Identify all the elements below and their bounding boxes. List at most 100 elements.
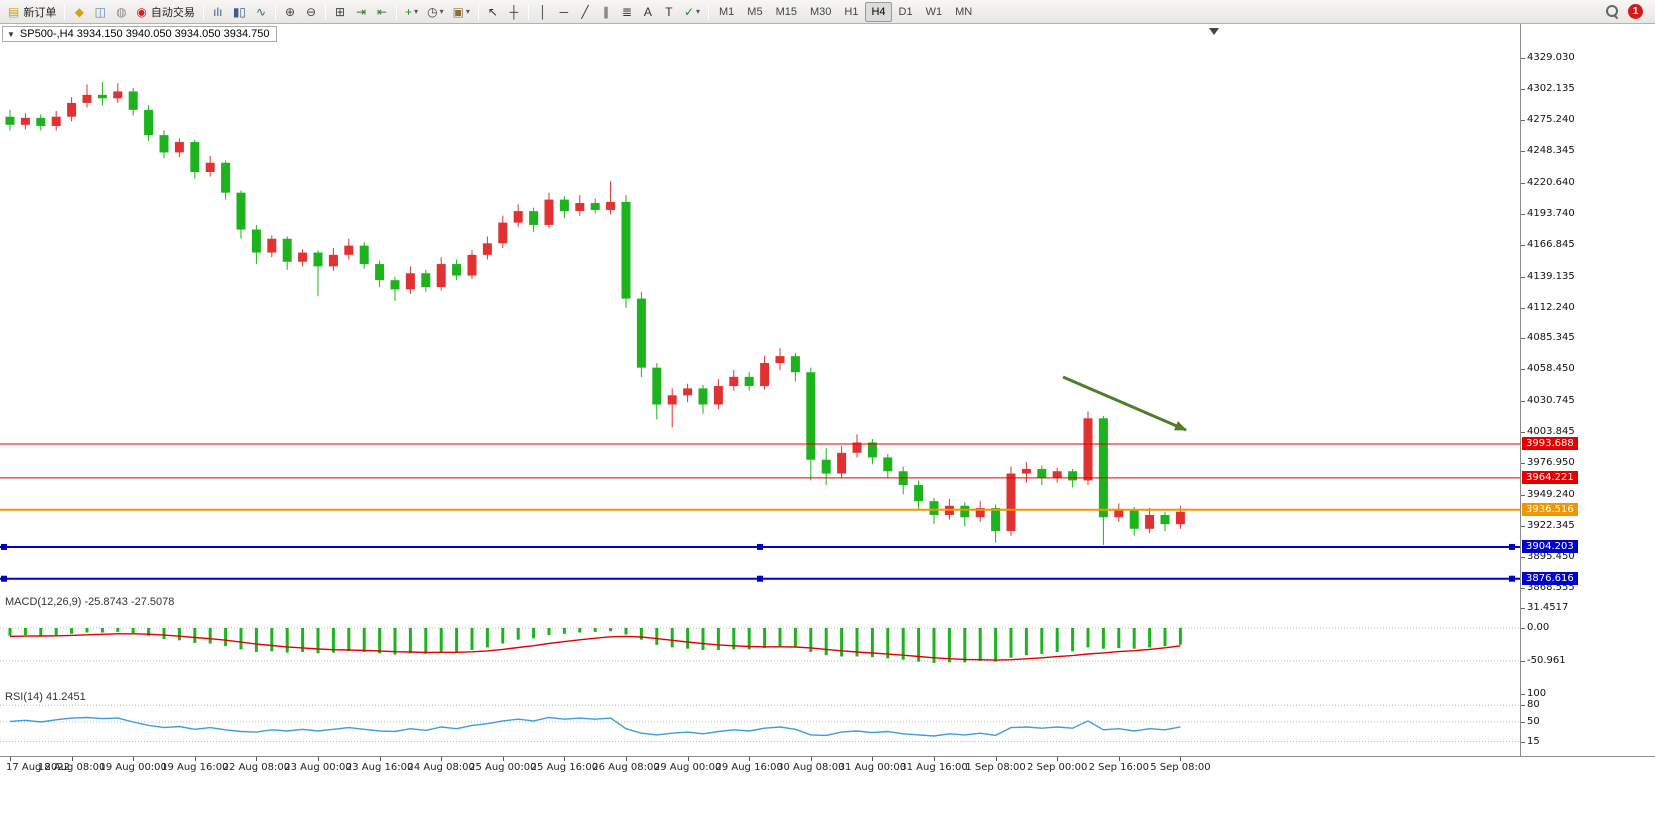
community-icon: ◫: [94, 4, 107, 19]
axis-tick: [1521, 58, 1525, 59]
auto-trading-button-label: 自动交易: [150, 6, 195, 19]
axis-tick: [1521, 628, 1525, 629]
text-label-icon: T: [665, 4, 673, 19]
indicators-button[interactable]: + ▾: [401, 2, 422, 22]
bar-chart-icon[interactable]: ılı: [208, 2, 228, 22]
axis-tick: [1521, 150, 1525, 152]
toolbar-separator: [396, 3, 398, 20]
zoom-out-icon[interactable]: ⊖: [301, 2, 321, 22]
timeframe-mn[interactable]: MN: [955, 5, 973, 18]
cursor-icon[interactable]: ↖: [483, 2, 503, 22]
auto-scroll-icon[interactable]: ⇥: [351, 2, 371, 22]
periods-button[interactable]: ◷ ▾: [423, 2, 448, 22]
line-chart-icon[interactable]: ∿: [251, 2, 271, 22]
timeframe-m15[interactable]: M15: [775, 5, 797, 18]
chart-title-bar[interactable]: ▼ SP500-,H4 3934.150 3940.050 3934.050 3…: [2, 26, 278, 42]
rsi-line: [9, 716, 1181, 737]
candlestick-chart-icon[interactable]: ▮▯: [229, 2, 250, 22]
macd-indicator-label: MACD(12,26,9) -25.8743 -27.5078: [5, 596, 175, 608]
panel-splitter[interactable]: [0, 592, 1655, 593]
trend-arrow-annotation[interactable]: [1062, 375, 1187, 432]
chart-title: SP500-,H4 3934.150 3940.050 3934.050 393…: [19, 28, 270, 40]
time-axis-tick: [749, 757, 751, 761]
chart-shift-icon[interactable]: ⇤: [372, 2, 392, 22]
notification-badge[interactable]: 1: [1628, 4, 1643, 19]
axis-tick: [1521, 119, 1525, 121]
auto-trading-button[interactable]: ◉ 自动交易: [132, 2, 198, 22]
toolbar-separator: [708, 3, 710, 20]
timeframe-m5[interactable]: M5: [747, 5, 763, 18]
price-level-tag: 3876.616: [1522, 571, 1578, 585]
toolbar-separator: [477, 3, 479, 20]
text-label-icon[interactable]: T: [659, 2, 679, 22]
time-axis-tick: [194, 757, 196, 761]
fibonacci-icon: ≣: [621, 4, 632, 19]
timeframe-h4[interactable]: H4: [865, 1, 892, 22]
time-axis-tick: [256, 757, 258, 761]
price-axis-label: 4166.845: [1527, 238, 1575, 250]
price-axis-label: 4058.450: [1527, 363, 1575, 375]
profiles-icon[interactable]: ◆: [69, 2, 89, 22]
tile-windows-icon: ⊞: [335, 4, 346, 19]
axis-divider: [1520, 24, 1521, 777]
time-axis-tick: [934, 757, 935, 761]
text-icon: A: [643, 4, 652, 19]
chart-shift-icon: ⇤: [377, 4, 388, 19]
panel-splitter[interactable]: [0, 687, 1655, 688]
axis-tick: [1521, 495, 1525, 497]
new-order-button[interactable]: ▤ 新订单: [4, 2, 60, 22]
price-axis-label: 4220.640: [1527, 176, 1575, 188]
price-axis-label: 4112.240: [1527, 301, 1575, 313]
zoom-in-icon[interactable]: ⊕: [280, 2, 300, 22]
time-axis-label: 24 Aug 08:00: [407, 762, 475, 773]
search-icon[interactable]: ◍: [111, 2, 131, 22]
rsi-panel-canvas[interactable]: [0, 688, 1520, 755]
arrows-button[interactable]: ✓ ▾: [680, 2, 704, 22]
price-axis-label: 4275.240: [1527, 113, 1575, 125]
time-axis-tick: [872, 757, 874, 761]
price-chart-canvas[interactable]: [0, 24, 1520, 592]
time-axis-label: 19 Aug 16:00: [161, 762, 229, 773]
axis-tick: [1521, 607, 1525, 609]
timeframe-m30[interactable]: M30: [809, 5, 832, 18]
time-axis-label: 2 Sep 00:00: [1026, 762, 1088, 773]
price-level-line[interactable]: [0, 543, 1520, 550]
profiles-icon: ◆: [74, 4, 84, 19]
price-axis[interactable]: 4329.030 4302.135 4275.240 4248.345 4220.640…: [1521, 24, 1655, 777]
horizontal-line-icon[interactable]: ─: [554, 2, 574, 22]
time-axis-label: 17 Aug 2022: [5, 762, 71, 773]
zoom-out-icon: ⊖: [306, 4, 317, 19]
crosshair-icon[interactable]: ┼: [504, 2, 524, 22]
price-axis-label: 3976.950: [1527, 457, 1575, 469]
vertical-line-icon[interactable]: │: [533, 2, 553, 22]
axis-tick: [1521, 432, 1525, 434]
channel-icon[interactable]: ∥: [596, 2, 616, 22]
templates-button[interactable]: ▣ ▾: [449, 2, 474, 22]
trendline-icon[interactable]: ╱: [575, 2, 595, 22]
tile-windows-icon[interactable]: ⊞: [330, 2, 350, 22]
toolbar-separator: [202, 3, 204, 20]
new-order-button-label: 新订单: [23, 6, 57, 19]
timeframe-w1[interactable]: W1: [925, 5, 943, 18]
chevron-down-icon: ▾: [696, 7, 701, 16]
time-axis-label: 1 Sep 08:00: [965, 762, 1026, 773]
time-axis-tick: [1118, 757, 1120, 761]
fibonacci-icon[interactable]: ≣: [617, 2, 637, 22]
timeframe-d1[interactable]: D1: [898, 5, 913, 18]
time-axis-tick: [995, 757, 997, 761]
macd-panel-canvas[interactable]: [0, 593, 1520, 687]
time-axis-tick: [1057, 757, 1059, 761]
time-axis-tick: [502, 757, 504, 761]
timeframe-h1[interactable]: H1: [844, 5, 859, 18]
time-axis-tick: [379, 757, 381, 761]
axis-tick: [1521, 369, 1525, 371]
time-axis[interactable]: 17 Aug 2022 18 Aug 08:00 19 Aug 00:00 19 Au…: [0, 756, 1655, 777]
magnifier-icon[interactable]: [1606, 5, 1619, 18]
shift-marker-icon[interactable]: [1209, 28, 1219, 35]
price-level-tag: 3936.516: [1522, 502, 1578, 516]
macd-histogram: [8, 628, 1182, 663]
price-level-line[interactable]: [0, 575, 1520, 582]
timeframe-m1[interactable]: M1: [719, 5, 735, 18]
community-icon[interactable]: ◫: [90, 2, 110, 22]
text-icon[interactable]: A: [638, 2, 658, 22]
